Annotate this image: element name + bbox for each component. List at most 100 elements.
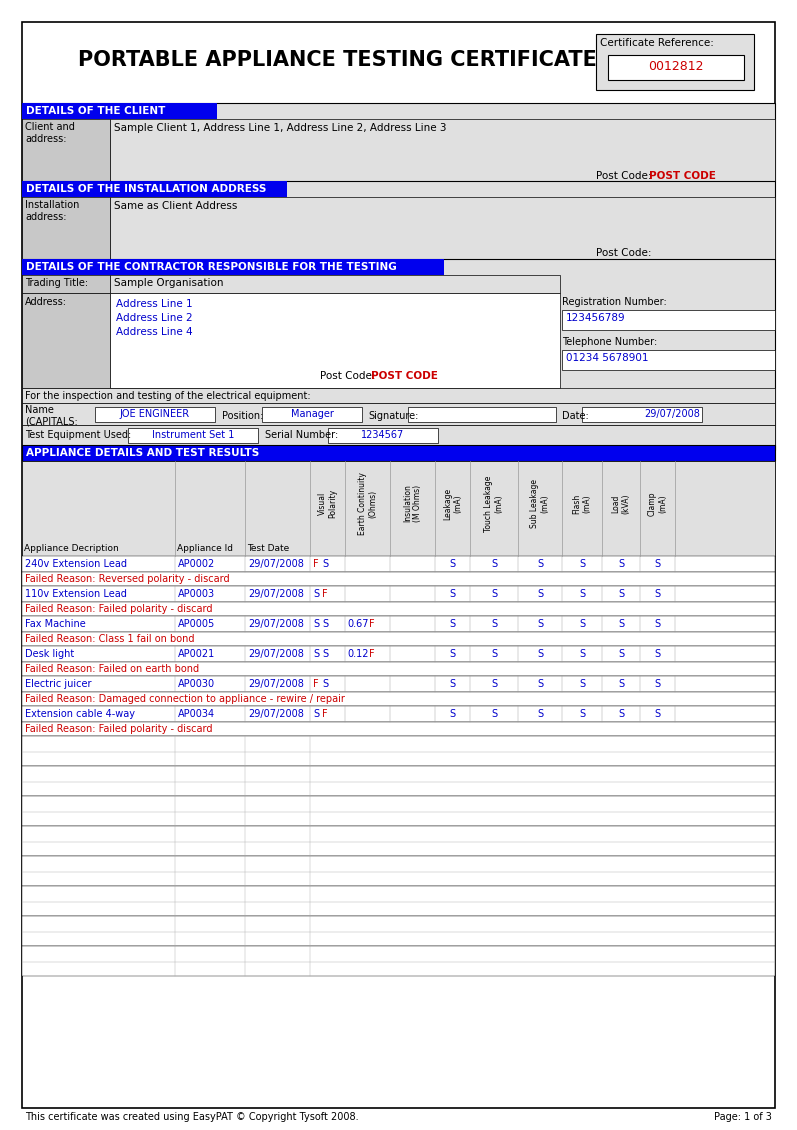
- Text: Date:: Date:: [562, 411, 589, 421]
- Text: AP0003: AP0003: [178, 589, 215, 599]
- Bar: [22, 706, 775, 722]
- Text: Client and
address:: Client and address:: [25, 122, 75, 144]
- Text: S: S: [322, 679, 328, 689]
- Text: Position:: Position:: [222, 411, 263, 421]
- Text: S: S: [579, 619, 585, 629]
- Text: S: S: [537, 619, 543, 629]
- Bar: [22, 766, 775, 796]
- Text: Clamp
(mA): Clamp (mA): [648, 492, 667, 515]
- Text: AP0021: AP0021: [178, 649, 215, 659]
- Text: 110v Extension Lead: 110v Extension Lead: [25, 589, 127, 599]
- Text: DETAILS OF THE INSTALLATION ADDRESS: DETAILS OF THE INSTALLATION ADDRESS: [26, 184, 266, 194]
- Text: Same as Client Address: Same as Client Address: [114, 201, 238, 211]
- Text: Address Line 4: Address Line 4: [116, 327, 193, 337]
- Text: F: F: [369, 649, 375, 659]
- Bar: [22, 586, 775, 602]
- Text: S: S: [313, 589, 319, 599]
- Bar: [262, 407, 362, 421]
- Bar: [562, 310, 775, 330]
- Bar: [22, 916, 775, 946]
- Text: 29/07/2008: 29/07/2008: [248, 709, 304, 719]
- Text: Sub Leakage
(mA): Sub Leakage (mA): [530, 479, 550, 528]
- Text: Sample Organisation: Sample Organisation: [114, 278, 223, 288]
- Text: Test Date: Test Date: [247, 544, 289, 553]
- Text: Extension cable 4-way: Extension cable 4-way: [25, 709, 135, 719]
- Bar: [328, 428, 438, 443]
- Bar: [22, 662, 775, 676]
- Bar: [110, 275, 560, 293]
- Text: DETAILS OF THE CONTRACTOR RESPONSIBLE FOR THE TESTING: DETAILS OF THE CONTRACTOR RESPONSIBLE FO…: [26, 262, 397, 272]
- Text: JOE ENGINEER: JOE ENGINEER: [120, 409, 190, 419]
- Bar: [22, 826, 775, 857]
- Bar: [22, 403, 775, 425]
- Text: POST CODE: POST CODE: [649, 171, 716, 181]
- Text: S: S: [491, 619, 497, 629]
- Text: Failed Reason: Reversed polarity - discard: Failed Reason: Reversed polarity - disca…: [25, 574, 230, 584]
- Text: S: S: [618, 679, 624, 689]
- Text: Desk light: Desk light: [25, 649, 74, 659]
- Text: S: S: [537, 709, 543, 719]
- Bar: [22, 946, 775, 976]
- Bar: [22, 197, 110, 259]
- Text: S: S: [322, 559, 328, 570]
- Text: S: S: [579, 709, 585, 719]
- Text: Address Line 2: Address Line 2: [116, 313, 193, 323]
- Text: Appliance Decription: Appliance Decription: [24, 544, 119, 553]
- Text: POST CODE: POST CODE: [371, 371, 438, 381]
- Text: S: S: [450, 619, 456, 629]
- Text: AP0002: AP0002: [178, 559, 215, 570]
- Bar: [22, 425, 775, 445]
- Text: S: S: [450, 709, 456, 719]
- Text: Failed Reason: Class 1 fail on bond: Failed Reason: Class 1 fail on bond: [25, 634, 194, 644]
- Text: 01234 5678901: 01234 5678901: [566, 353, 649, 363]
- Text: 1234567: 1234567: [361, 431, 405, 440]
- Text: S: S: [450, 559, 456, 570]
- Text: S: S: [654, 649, 661, 659]
- Text: S: S: [491, 709, 497, 719]
- Text: 29/07/2008: 29/07/2008: [644, 409, 700, 419]
- Text: S: S: [322, 649, 328, 659]
- Text: Registration Number:: Registration Number:: [562, 297, 667, 307]
- Text: This certificate was created using EasyPAT © Copyright Tysoft 2008.: This certificate was created using EasyP…: [25, 1112, 359, 1122]
- Text: For the inspection and testing of the electrical equipment:: For the inspection and testing of the el…: [25, 391, 311, 401]
- Bar: [22, 445, 775, 461]
- Text: Instrument Set 1: Instrument Set 1: [151, 431, 234, 440]
- Bar: [128, 428, 258, 443]
- Bar: [22, 103, 775, 181]
- Text: S: S: [313, 709, 319, 719]
- Bar: [22, 388, 775, 403]
- Bar: [22, 676, 775, 692]
- Text: S: S: [579, 649, 585, 659]
- Bar: [22, 632, 775, 646]
- Text: F: F: [322, 589, 328, 599]
- Bar: [608, 55, 744, 80]
- Bar: [408, 407, 556, 421]
- Text: Leakage
(mA): Leakage (mA): [443, 487, 462, 520]
- Bar: [22, 796, 775, 826]
- Text: Failed Reason: Failed on earth bond: Failed Reason: Failed on earth bond: [25, 664, 199, 673]
- Text: S: S: [618, 649, 624, 659]
- Text: S: S: [491, 559, 497, 570]
- Bar: [562, 350, 775, 370]
- Text: S: S: [579, 589, 585, 599]
- Text: 29/07/2008: 29/07/2008: [248, 619, 304, 629]
- Text: S: S: [450, 589, 456, 599]
- Bar: [22, 461, 775, 556]
- Bar: [110, 293, 560, 388]
- Text: Certificate Reference:: Certificate Reference:: [600, 38, 714, 47]
- Text: PORTABLE APPLIANCE TESTING CERTIFICATE: PORTABLE APPLIANCE TESTING CERTIFICATE: [78, 50, 597, 70]
- Bar: [22, 103, 217, 119]
- Text: Failed Reason: Failed polarity - discard: Failed Reason: Failed polarity - discard: [25, 605, 213, 614]
- Bar: [22, 259, 444, 275]
- Text: APPLIANCE DETAILS AND TEST RESULTS: APPLIANCE DETAILS AND TEST RESULTS: [26, 447, 259, 458]
- Text: Failed Reason: Damaged connection to appliance - rewire / repair: Failed Reason: Damaged connection to app…: [25, 694, 345, 704]
- Text: Page: 1 of 3: Page: 1 of 3: [714, 1112, 772, 1122]
- Text: AP0030: AP0030: [178, 679, 215, 689]
- Text: S: S: [450, 679, 456, 689]
- Text: S: S: [491, 589, 497, 599]
- Text: Post Code:: Post Code:: [320, 371, 379, 381]
- Bar: [22, 692, 775, 706]
- Text: S: S: [618, 589, 624, 599]
- Bar: [22, 616, 775, 632]
- Bar: [22, 181, 287, 197]
